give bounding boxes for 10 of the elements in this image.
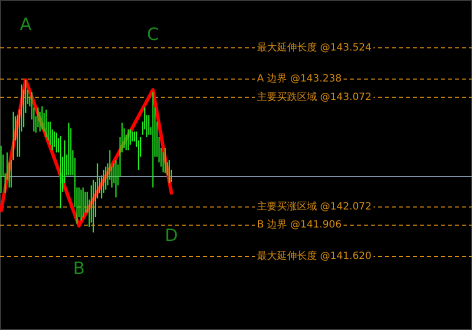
y-tick-label: 最大延伸长度 @141.620 (257, 250, 372, 262)
y-tick-label: 主要买涨区域 @142.072 (257, 200, 372, 212)
annotation: A (20, 15, 32, 36)
y-tick-label: 最大延伸长度 @143.524 (257, 41, 372, 54)
y-tick-label: 主要买跌区域 @143.072 (257, 90, 372, 103)
y-tick-label: B 边界 @141.906 (257, 218, 342, 231)
annotation: D (164, 226, 178, 246)
y-tick-label: A 边界 @143.238 (257, 72, 342, 85)
annotation: B (73, 258, 85, 279)
annotation: C (146, 24, 159, 45)
